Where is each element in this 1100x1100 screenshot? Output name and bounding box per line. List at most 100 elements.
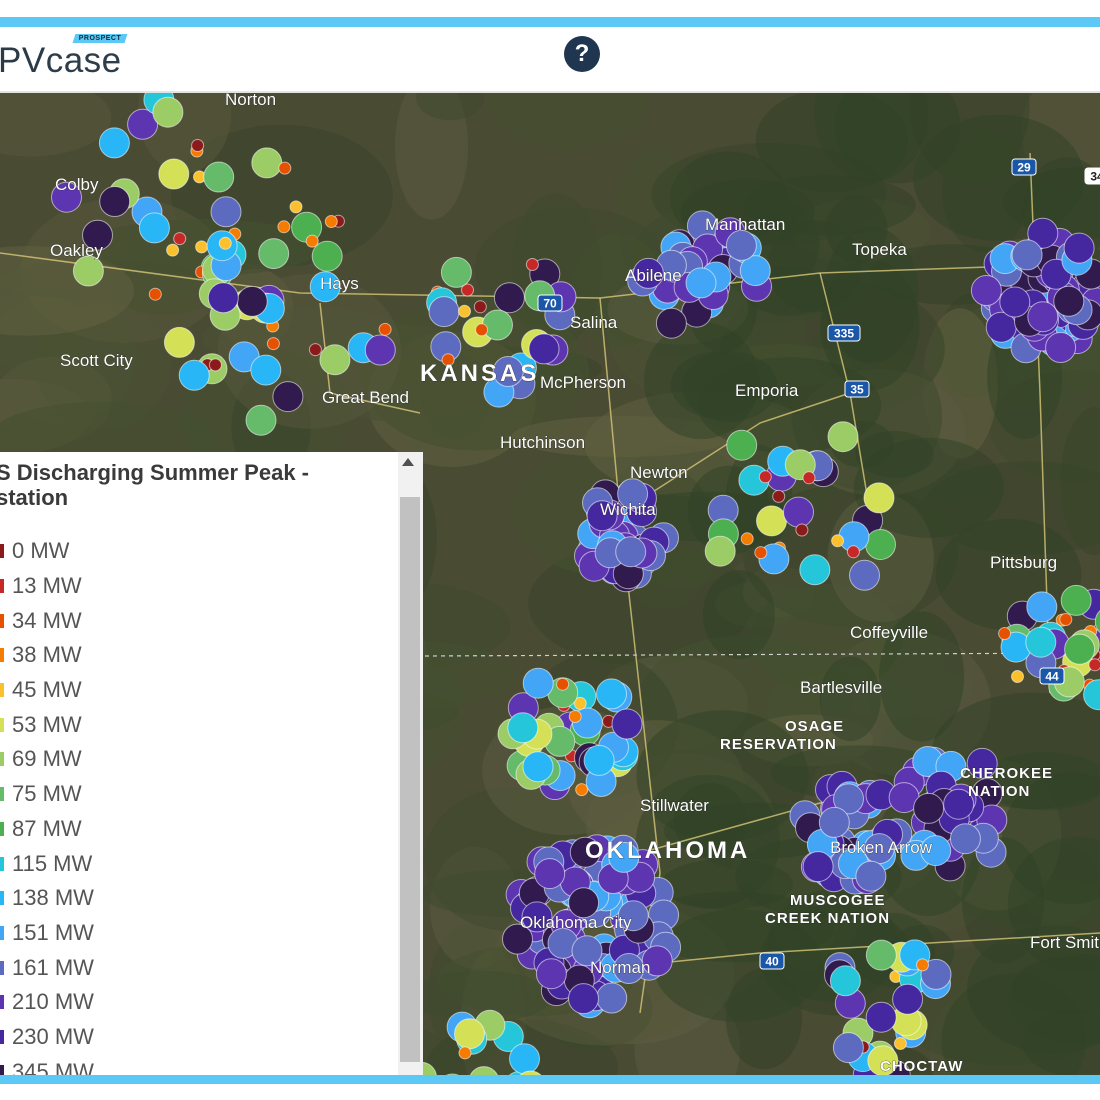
- substation-marker[interactable]: [309, 271, 341, 303]
- substation-marker[interactable]: [475, 323, 489, 337]
- substation-marker[interactable]: [913, 792, 945, 824]
- map-canvas[interactable]: 70 335 35 29 34 44 40 Norton Colby Oakley Hays Scot…: [0, 93, 1100, 1075]
- substation-marker[interactable]: [440, 256, 472, 288]
- substation-marker[interactable]: [428, 296, 460, 328]
- substation-marker[interactable]: [522, 667, 554, 699]
- substation-marker[interactable]: [437, 1073, 467, 1075]
- substation-marker[interactable]: [758, 470, 772, 484]
- substation-marker[interactable]: [99, 186, 131, 217]
- substation-marker[interactable]: [832, 1032, 864, 1064]
- substation-marker[interactable]: [127, 108, 159, 140]
- substation-marker[interactable]: [685, 267, 717, 299]
- substation-marker[interactable]: [305, 234, 319, 248]
- substation-marker[interactable]: [509, 1043, 540, 1075]
- substation-marker[interactable]: [461, 283, 474, 297]
- legend-scroll-thumb[interactable]: [400, 497, 420, 1062]
- substation-marker[interactable]: [245, 404, 277, 436]
- substation-marker[interactable]: [949, 823, 981, 855]
- substation-marker[interactable]: [535, 958, 567, 990]
- substation-marker[interactable]: [799, 554, 831, 586]
- substation-marker[interactable]: [920, 835, 952, 867]
- substation-marker[interactable]: [158, 158, 190, 190]
- substation-marker[interactable]: [473, 300, 487, 314]
- substation-marker[interactable]: [507, 712, 539, 744]
- substation-marker[interactable]: [1059, 613, 1073, 626]
- substation-marker[interactable]: [364, 334, 396, 366]
- substation-marker[interactable]: [583, 744, 615, 776]
- substation-marker[interactable]: [525, 258, 539, 271]
- substation-marker[interactable]: [210, 196, 242, 228]
- substation-marker[interactable]: [98, 127, 130, 159]
- substation-marker[interactable]: [795, 523, 809, 537]
- substation-marker[interactable]: [152, 96, 184, 128]
- substation-marker[interactable]: [1094, 607, 1100, 637]
- substation-marker[interactable]: [516, 1070, 546, 1075]
- substation-marker[interactable]: [849, 559, 880, 591]
- substation-marker[interactable]: [493, 282, 525, 314]
- substation-marker[interactable]: [568, 983, 599, 1015]
- substation-marker[interactable]: [970, 275, 1002, 306]
- substation-marker[interactable]: [378, 322, 392, 336]
- substation-marker[interactable]: [458, 1046, 472, 1060]
- substation-marker[interactable]: [166, 243, 180, 257]
- substation-marker[interactable]: [82, 219, 113, 251]
- substation-marker[interactable]: [72, 255, 104, 287]
- substation-marker[interactable]: [617, 478, 649, 510]
- substation-marker[interactable]: [596, 678, 627, 710]
- substation-marker[interactable]: [704, 535, 736, 567]
- substation-marker[interactable]: [575, 783, 589, 797]
- substation-marker[interactable]: [818, 806, 850, 838]
- substation-marker[interactable]: [522, 751, 554, 783]
- substation-marker[interactable]: [148, 287, 162, 301]
- substation-marker[interactable]: [608, 841, 640, 873]
- substation-marker[interactable]: [1011, 239, 1043, 271]
- substation-marker[interactable]: [251, 147, 283, 179]
- substation-marker[interactable]: [1063, 232, 1095, 264]
- substation-marker[interactable]: [1083, 679, 1100, 711]
- substation-marker[interactable]: [568, 887, 600, 919]
- substation-marker[interactable]: [1027, 301, 1059, 333]
- substation-marker[interactable]: [556, 677, 570, 691]
- substation-marker[interactable]: [613, 953, 645, 984]
- substation-marker[interactable]: [441, 353, 455, 367]
- substation-marker[interactable]: [867, 1045, 899, 1075]
- substation-marker[interactable]: [1088, 658, 1100, 672]
- substation-marker[interactable]: [855, 860, 887, 892]
- substation-marker[interactable]: [482, 309, 513, 341]
- substation-marker[interactable]: [272, 381, 304, 413]
- substation-marker[interactable]: [277, 220, 291, 234]
- substation-marker[interactable]: [831, 534, 845, 548]
- substation-marker[interactable]: [998, 627, 1012, 640]
- substation-marker[interactable]: [829, 965, 861, 997]
- substation-marker[interactable]: [163, 326, 195, 358]
- substation-marker[interactable]: [502, 923, 533, 955]
- substation-marker[interactable]: [191, 139, 205, 152]
- substation-marker[interactable]: [655, 307, 687, 339]
- substation-marker[interactable]: [528, 333, 560, 365]
- substation-marker[interactable]: [236, 285, 268, 317]
- substation-marker[interactable]: [586, 500, 618, 532]
- scroll-up-icon[interactable]: [402, 458, 414, 466]
- substation-marker[interactable]: [740, 532, 754, 546]
- substation-marker[interactable]: [178, 359, 210, 391]
- substation-marker[interactable]: [289, 200, 303, 214]
- substation-marker[interactable]: [534, 858, 566, 890]
- substation-marker[interactable]: [203, 161, 235, 193]
- substation-marker[interactable]: [573, 696, 587, 710]
- substation-marker[interactable]: [865, 1001, 897, 1033]
- substation-marker[interactable]: [207, 282, 239, 314]
- substation-marker[interactable]: [863, 482, 895, 514]
- substation-marker[interactable]: [966, 747, 998, 779]
- substation-marker[interactable]: [772, 489, 786, 503]
- substation-marker[interactable]: [571, 935, 603, 967]
- substation-marker[interactable]: [1045, 332, 1077, 363]
- substation-marker[interactable]: [632, 257, 664, 289]
- map-layer[interactable]: 70 335 35 29 34 44 40 Norton Colby Oakley Hays Scot…: [0, 93, 1100, 1075]
- substation-marker[interactable]: [492, 356, 524, 387]
- substation-marker[interactable]: [458, 304, 471, 318]
- substation-marker[interactable]: [258, 238, 290, 270]
- substation-marker[interactable]: [1025, 626, 1057, 658]
- substation-marker[interactable]: [754, 546, 768, 560]
- substation-marker[interactable]: [266, 337, 280, 351]
- substation-marker[interactable]: [278, 161, 292, 175]
